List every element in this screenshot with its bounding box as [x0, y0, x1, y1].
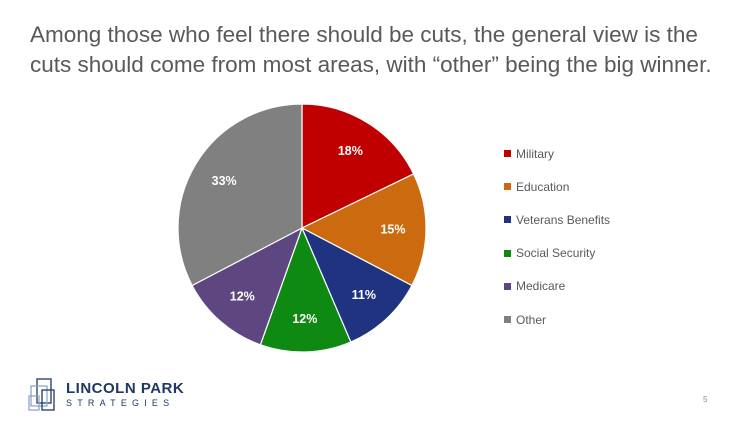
- pie-slice-military: [301, 103, 415, 229]
- data-label-education: 15%: [380, 222, 405, 236]
- legend-swatch-medicare: [504, 282, 511, 290]
- legend-swatch-veterans-benefits: [504, 216, 511, 224]
- logo-squares-icon: [28, 378, 55, 411]
- legend-label-medicare: Medicare: [516, 279, 566, 294]
- pie-slice-social-security: [259, 226, 352, 353]
- page-number: 5: [703, 395, 708, 404]
- chart-legend: Military Education Veterans Benefits Social…: [504, 137, 610, 336]
- logo-text-bottom: STRATEGIES: [66, 398, 175, 408]
- slide-title: Among those who feel there should be cut…: [30, 22, 712, 77]
- pie-slice-medicare: [191, 226, 304, 346]
- pie-slice-veterans-benefits: [300, 226, 413, 343]
- data-label-other: 33%: [212, 174, 237, 188]
- legend-item-military: Military: [504, 137, 610, 170]
- data-label-medicare: 12%: [230, 290, 255, 304]
- legend-item-education: Education: [504, 170, 610, 203]
- logo-text-top: LINCOLN PARK: [66, 380, 185, 397]
- company-logo: LINCOLN PARK STRATEGIES: [28, 378, 218, 412]
- legend-label-social-security: Social Security: [516, 246, 596, 261]
- legend-item-veterans-benefits: Veterans Benefits: [504, 203, 610, 236]
- data-label-veterans-benefits: 11%: [352, 288, 376, 302]
- pie-slice-education: [300, 173, 427, 287]
- legend-label-military: Military: [516, 146, 554, 161]
- legend-item-social-security: Social Security: [504, 237, 610, 270]
- legend-swatch-education: [504, 183, 511, 191]
- legend-label-education: Education: [516, 179, 570, 194]
- legend-item-medicare: Medicare: [504, 270, 610, 303]
- legend-swatch-social-security: [504, 249, 511, 257]
- legend-item-other: Other: [504, 303, 610, 336]
- data-label-military: 18%: [338, 144, 363, 158]
- legend-label-other: Other: [516, 312, 547, 327]
- legend-swatch-military: [504, 150, 511, 158]
- legend-label-veterans-benefits: Veterans Benefits: [516, 212, 611, 227]
- data-label-social-security: 12%: [292, 312, 317, 326]
- pie-slice-other: [177, 103, 303, 287]
- legend-swatch-other: [504, 316, 511, 324]
